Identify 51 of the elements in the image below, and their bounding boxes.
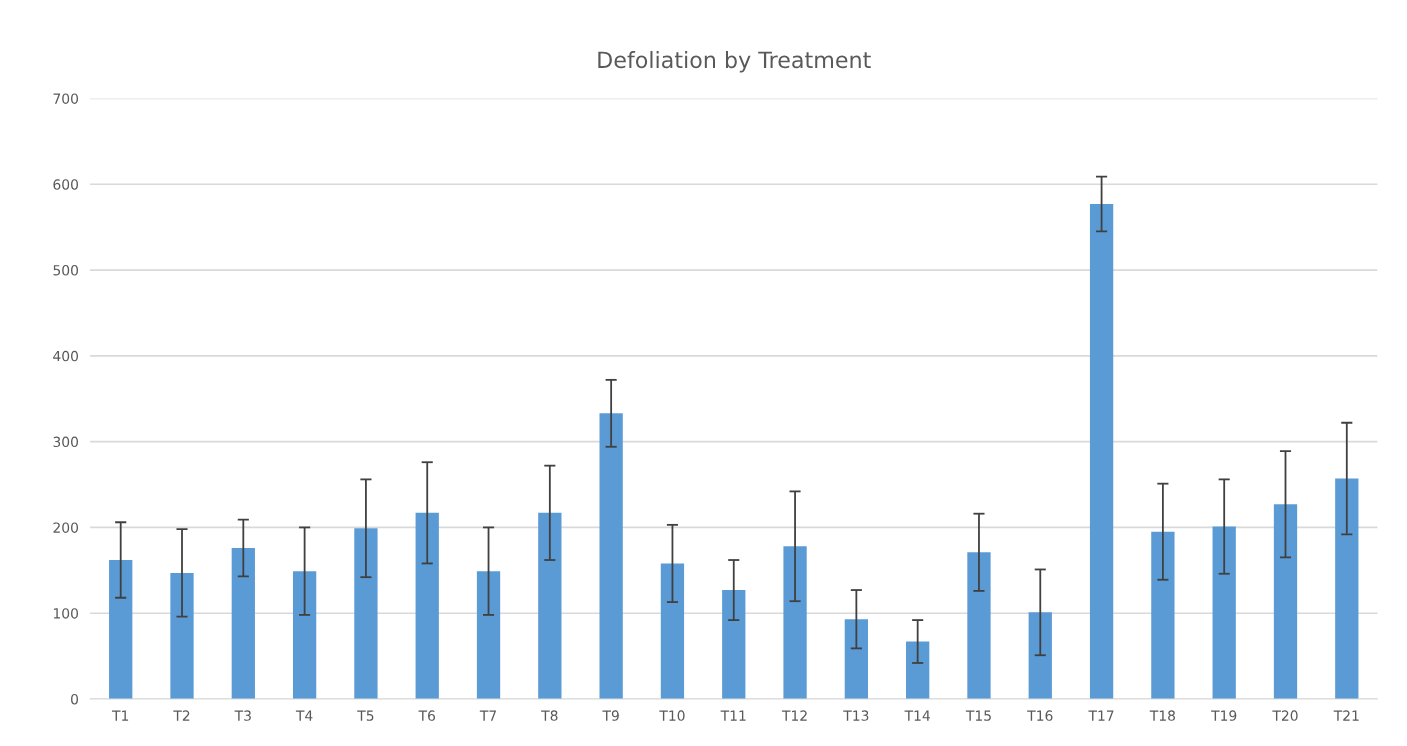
x-tick-label: T18: [1149, 710, 1176, 721]
bar: [783, 546, 807, 699]
x-tick-label: T16: [1027, 710, 1053, 721]
bar: [231, 548, 255, 699]
y-tick-label: 700: [53, 93, 79, 104]
bar: [906, 641, 930, 699]
bar: [292, 571, 317, 699]
y-tick-label: 300: [53, 436, 79, 448]
y-tick-label: 200: [53, 522, 79, 533]
x-tick-label: T10: [659, 710, 685, 721]
x-tick-label: T8: [541, 710, 558, 721]
x-tick-label: T1: [112, 710, 129, 721]
x-tick-label: T15: [965, 710, 991, 721]
bar: [170, 572, 194, 699]
x-tick-label: T9: [602, 710, 619, 721]
bar: [1151, 531, 1175, 699]
y-tick-label: 500: [53, 265, 79, 276]
y-tick-label: 400: [53, 350, 79, 362]
bar: [1335, 478, 1359, 699]
bar: [1028, 612, 1052, 699]
bar: [844, 619, 869, 699]
bar: [599, 413, 623, 699]
bar: [1089, 203, 1114, 699]
bar: [660, 563, 685, 699]
x-tick-label: T17: [1088, 710, 1114, 721]
x-tick-label: T20: [1272, 710, 1298, 721]
y-tick-label: 0: [71, 693, 79, 705]
x-tick-label: T12: [781, 710, 807, 721]
y-tick-label: 600: [53, 179, 79, 190]
x-tick-label: T3: [234, 710, 251, 721]
x-tick-label: T6: [418, 710, 436, 721]
bar: [1212, 526, 1236, 699]
x-tick-label: T7: [479, 710, 496, 721]
x-tick-label: T21: [1333, 710, 1359, 721]
bar: [109, 560, 133, 699]
x-tick-label: T2: [173, 710, 190, 721]
x-tick-label: T13: [843, 710, 869, 721]
x-tick-label: T19: [1211, 710, 1237, 721]
bar: [722, 590, 746, 699]
x-tick-label: T14: [904, 710, 930, 721]
x-tick-label: T4: [295, 710, 313, 721]
chart-title: Defoliation by Treatment: [598, 51, 871, 73]
bar: [415, 512, 439, 699]
x-tick-label: T11: [720, 710, 746, 721]
x-tick-label: T5: [357, 710, 374, 721]
bar: [967, 552, 991, 699]
bar: [1273, 504, 1298, 699]
bar: [354, 528, 378, 699]
y-tick-label: 100: [53, 608, 79, 619]
bar: [538, 512, 562, 699]
bar: [476, 571, 501, 699]
